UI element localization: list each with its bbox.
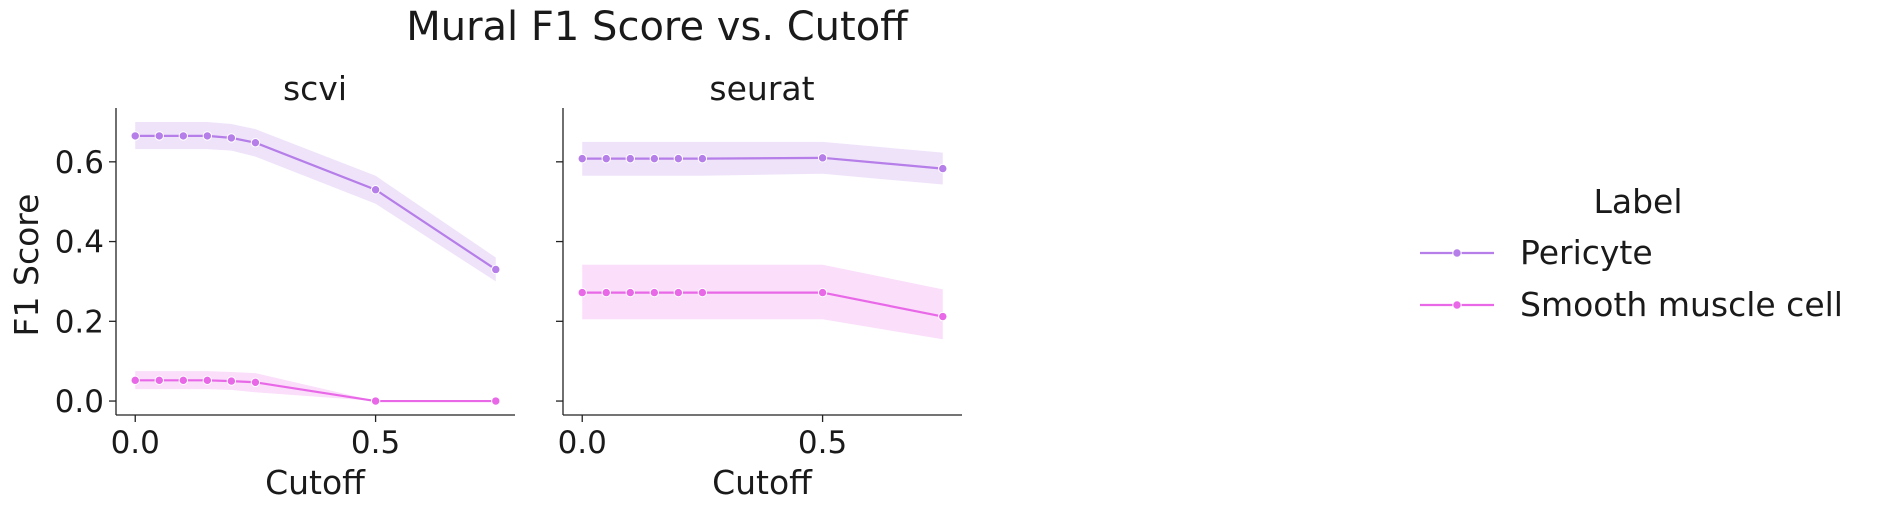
panel-title: seurat bbox=[709, 69, 814, 108]
data-point bbox=[130, 131, 140, 141]
y-tick-label: 0.6 bbox=[55, 145, 104, 181]
data-point bbox=[370, 396, 381, 406]
data-point bbox=[577, 153, 587, 164]
panel-seurat: seurat Cutoff 0.0 0.5 bbox=[556, 69, 962, 502]
data-point bbox=[601, 287, 611, 298]
y-tick-label: 0.0 bbox=[55, 384, 104, 420]
data-point bbox=[697, 287, 708, 298]
data-point bbox=[250, 137, 261, 148]
y-tick-label: 0.2 bbox=[55, 304, 104, 340]
data-point bbox=[817, 153, 828, 163]
data-point bbox=[226, 376, 237, 386]
figure-y-label: F1 Score bbox=[7, 194, 46, 337]
data-point bbox=[649, 287, 660, 298]
legend-label: Smooth muscle cell bbox=[1520, 285, 1843, 324]
data-point bbox=[649, 153, 660, 164]
data-point bbox=[491, 396, 501, 406]
confidence-band bbox=[135, 371, 496, 402]
data-point bbox=[154, 375, 164, 386]
panel-scvi: scvi Cutoff 0.0 0.2 0.4 0.6 0.0 0.5 bbox=[55, 69, 515, 502]
data-point bbox=[250, 377, 261, 388]
legend-label: Pericyte bbox=[1520, 233, 1653, 272]
data-point bbox=[226, 133, 237, 143]
x-axis-label: Cutoff bbox=[712, 463, 813, 502]
y-tick-label: 0.4 bbox=[55, 225, 104, 261]
legend: Label Pericyte Smooth muscle cell bbox=[1420, 182, 1843, 324]
data-point bbox=[625, 287, 636, 298]
data-point bbox=[202, 375, 213, 386]
x-tick-label: 0.0 bbox=[111, 425, 160, 461]
x-tick-label: 0.0 bbox=[558, 425, 607, 461]
plot-area: 0.0 0.2 0.4 0.6 0.0 0.5 bbox=[55, 108, 515, 461]
legend-marker bbox=[1452, 248, 1462, 258]
data-point bbox=[817, 287, 828, 298]
data-point bbox=[938, 311, 948, 322]
data-point bbox=[154, 131, 164, 141]
legend-marker bbox=[1452, 300, 1462, 310]
plot-area: 0.0 0.5 bbox=[556, 108, 962, 461]
data-point bbox=[673, 287, 684, 298]
data-point bbox=[202, 131, 213, 141]
confidence-band bbox=[135, 121, 496, 282]
figure-title: Mural F1 Score vs. Cutoff bbox=[406, 4, 909, 50]
x-tick-label: 0.5 bbox=[798, 425, 847, 461]
data-point bbox=[130, 375, 140, 386]
confidence-band bbox=[582, 264, 943, 340]
panel-title: scvi bbox=[283, 69, 347, 108]
data-point bbox=[178, 131, 189, 141]
data-point bbox=[577, 287, 587, 298]
x-axis-label: Cutoff bbox=[265, 463, 366, 502]
data-point bbox=[491, 264, 501, 275]
data-point bbox=[938, 163, 948, 174]
confidence-band bbox=[582, 141, 943, 185]
legend-title: Label bbox=[1593, 182, 1682, 221]
data-point bbox=[370, 185, 381, 195]
data-point bbox=[601, 153, 611, 164]
data-point bbox=[625, 153, 636, 164]
data-point bbox=[673, 153, 684, 164]
data-point bbox=[178, 375, 189, 386]
x-tick-label: 0.5 bbox=[351, 425, 400, 461]
data-point bbox=[697, 153, 708, 164]
